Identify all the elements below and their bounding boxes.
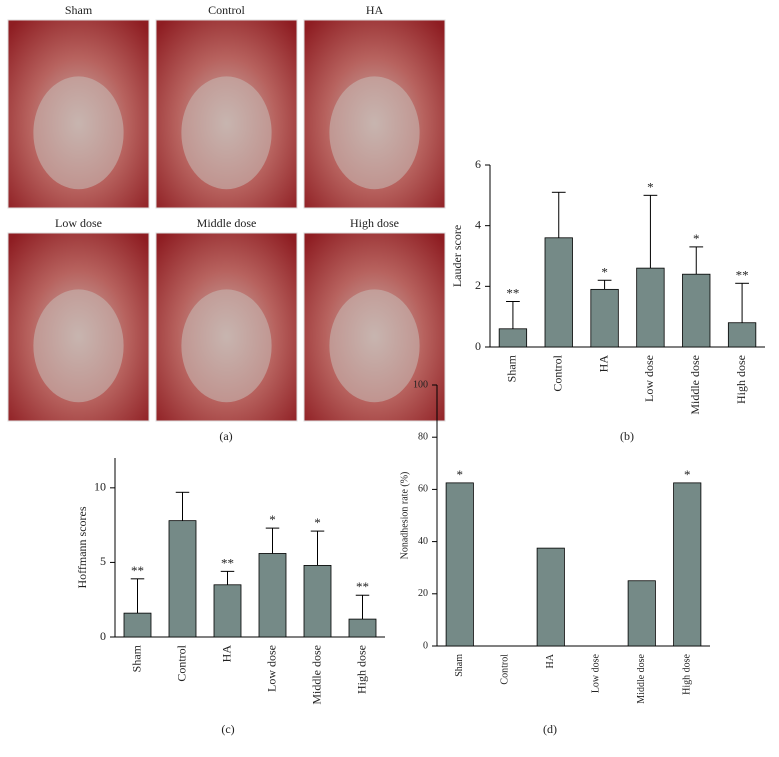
significance-mark: ** [131,563,144,578]
y-tick-label: 5 [100,554,106,568]
photo-detail [181,289,272,403]
significance-mark: * [269,512,276,527]
y-tick-label: 60 [418,484,428,495]
bar [445,482,474,647]
x-tick-label: Middle dose [688,355,702,415]
y-axis-label: Nonadhesion rate (%) [399,472,410,560]
y-tick-label: 6 [475,157,481,171]
bar [348,618,377,638]
x-tick-label: Low dose [642,355,656,402]
y-tick-label: 0 [100,629,106,643]
x-tick-label: Control [551,354,565,391]
photo-label: Sham [65,3,93,17]
significance-mark: ** [506,285,519,300]
x-tick-label: Sham [129,644,143,672]
bar [498,328,528,348]
bar [168,520,197,638]
x-tick-label: HA [545,653,556,668]
x-tick-label: Sham [505,354,519,382]
x-tick-label: Middle dose [636,653,647,703]
panel-caption: (a) [219,429,232,443]
photo-label: HA [366,3,384,17]
photo-detail [33,289,124,403]
bar [673,482,702,647]
significance-mark: * [314,515,321,530]
bar [636,267,665,348]
significance-mark: * [647,179,654,194]
photo-label: High dose [350,216,399,230]
bar [213,584,242,638]
x-tick-label: Control [174,644,188,681]
photo-label: Low dose [55,216,102,230]
photo-detail [329,76,420,190]
photo-detail [329,289,420,403]
y-tick-label: 10 [94,480,106,494]
bar [590,288,619,348]
bar [536,547,565,647]
significance-mark: ** [356,579,369,594]
x-tick-label: Sham [454,654,465,677]
y-tick-label: 80 [418,431,428,442]
y-axis-label: Hoffmann scores [75,506,89,588]
photo-label: Middle dose [197,216,257,230]
significance-mark: * [693,231,700,246]
bar [258,553,287,638]
x-tick-label: HA [596,355,610,373]
y-tick-label: 20 [418,588,428,599]
significance-mark: ** [736,267,749,282]
significance-mark: * [457,467,464,482]
significance-mark: * [684,467,691,482]
bar [303,565,332,638]
x-tick-label: Low dose [264,645,278,692]
y-tick-label: 0 [475,339,481,353]
y-axis-label: Lauder score [450,225,464,287]
y-tick-label: 0 [423,640,428,651]
bar [123,612,152,638]
x-tick-label: Middle dose [309,645,323,705]
panel-caption: (c) [221,722,234,736]
x-tick-label: Control [500,654,511,685]
photo-detail [33,76,124,190]
bar [727,322,757,348]
photo-detail [181,76,272,190]
x-tick-label: Low dose [591,653,602,693]
bar [627,580,656,647]
photo-label: Control [208,3,245,17]
x-tick-label: High dose [354,645,368,694]
y-tick-label: 100 [413,379,428,390]
bar [544,237,573,348]
y-tick-label: 4 [475,217,481,231]
panel-caption: (d) [543,722,557,736]
panel-caption: (b) [620,429,634,443]
x-tick-label: High dose [734,355,748,404]
significance-mark: ** [221,555,234,570]
y-tick-label: 2 [475,278,481,292]
significance-mark: * [601,264,608,279]
y-tick-label: 40 [418,536,428,547]
x-tick-label: High dose [682,653,693,694]
bar [682,273,711,348]
x-tick-label: HA [219,645,233,663]
